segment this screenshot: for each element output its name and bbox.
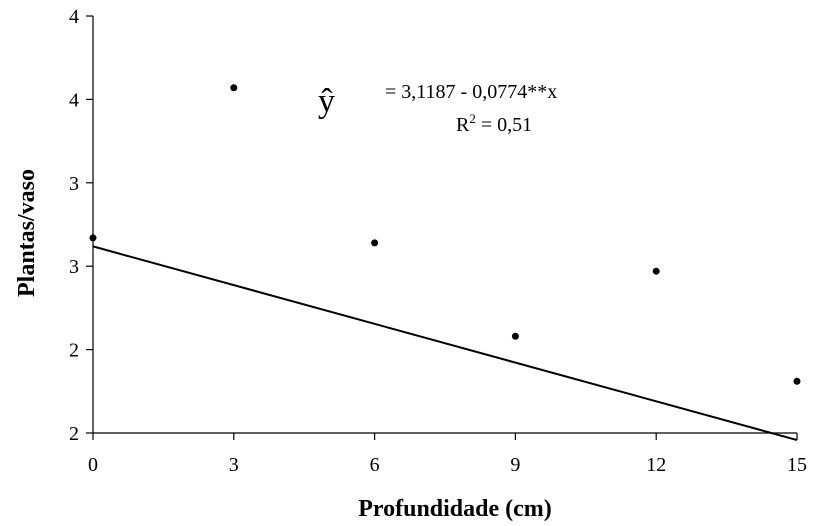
data-points bbox=[89, 84, 801, 385]
r-squared-superscript: 2 bbox=[469, 111, 476, 126]
x-tick-label: 12 bbox=[646, 454, 666, 476]
x-axis-title: Profundidade (cm) bbox=[358, 496, 552, 522]
x-tick-label: 3 bbox=[229, 454, 239, 476]
y-ticks: 2 2 3 3 4 4 bbox=[69, 6, 93, 445]
x-tick-label: 6 bbox=[370, 454, 380, 476]
data-point bbox=[371, 239, 379, 247]
plot-area: 2 2 3 3 4 4 0 3 6 9 12 15 bbox=[69, 6, 807, 476]
y-tick-label: 3 bbox=[69, 173, 79, 195]
r-squared-value: = 0,51 bbox=[476, 114, 532, 136]
y-tick-label: 2 bbox=[69, 423, 79, 445]
x-tick-label: 15 bbox=[787, 454, 807, 476]
yhat-symbol: ŷ bbox=[318, 83, 335, 120]
r-squared-label: R bbox=[456, 114, 470, 136]
data-point bbox=[89, 234, 97, 242]
r-squared: R2 = 0,51 bbox=[456, 111, 532, 136]
y-tick-label: 3 bbox=[69, 256, 79, 278]
y-tick-label: 4 bbox=[69, 6, 79, 28]
regression-equation: = 3,1187 - 0,0774**x bbox=[385, 81, 557, 103]
data-point bbox=[793, 377, 801, 385]
y-axis-title: Plantas/vaso bbox=[14, 169, 40, 297]
trendline bbox=[92, 245, 798, 442]
y-tick-label: 2 bbox=[69, 340, 79, 362]
x-tick-label: 9 bbox=[510, 454, 520, 476]
y-tick-label: 4 bbox=[69, 89, 79, 111]
data-point bbox=[230, 84, 238, 92]
data-point bbox=[652, 267, 660, 275]
data-point bbox=[511, 332, 519, 340]
x-tick-label: 0 bbox=[88, 454, 98, 476]
x-ticks: 0 3 6 9 12 15 bbox=[88, 433, 807, 476]
